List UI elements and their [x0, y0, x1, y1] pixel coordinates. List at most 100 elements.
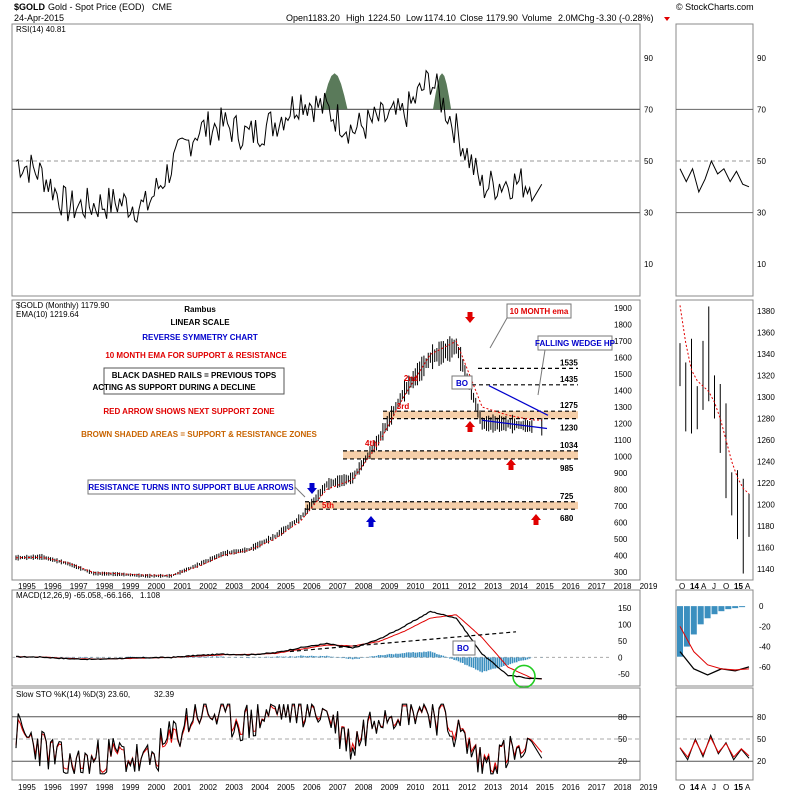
close-label: Close [460, 13, 483, 23]
price-tick-label: 500 [614, 535, 628, 544]
low-value: 1174.10 [424, 13, 456, 23]
price-year-label: 2003 [225, 582, 243, 591]
rails-note-box [103, 367, 285, 395]
zoom-price-tick: 1240 [757, 458, 775, 467]
price-year-label: 1996 [44, 582, 62, 591]
macd-panel [11, 589, 641, 687]
price-year-label: 2005 [277, 582, 295, 591]
zoom-macd-tick: -40 [759, 643, 771, 652]
high-label: High [346, 13, 365, 23]
change-label: Chg [578, 13, 595, 23]
up-arrow-icon [465, 421, 475, 432]
bottom-year-label: 2007 [329, 783, 347, 792]
arrow-note: RED ARROW SHOWS NEXT SUPPORT ZONE [103, 407, 275, 416]
rsi-tick-label: 90 [644, 54, 653, 63]
zoom-price-tick: 1360 [757, 328, 775, 337]
bottom-year-label: 2014 [510, 783, 528, 792]
macd-title: MACD(12,26,9) -65.058, [16, 591, 103, 600]
price-year-label: 1998 [96, 582, 114, 591]
price-tick-label: 600 [614, 518, 628, 527]
main-panels: RSI(14) 40.81 10 30 50 70 90 $GOLD (Monthly) 1… [11, 23, 658, 792]
close-value: 1179.90 [486, 13, 518, 23]
macd-tick-label: 100 [618, 621, 632, 630]
bottom-year-label: 1998 [96, 783, 114, 792]
touch-3rd-label: 3rd [397, 402, 410, 411]
zoom-rsi-tick: 10 [757, 260, 766, 269]
price-tick-label: 400 [614, 551, 628, 560]
zoom-price-tick: 1320 [757, 371, 775, 380]
price-title: $GOLD (Monthly) 1179.90 [16, 301, 110, 310]
zoom-price-tick: 1180 [757, 522, 775, 531]
up-arrow-icon [531, 514, 541, 525]
price-tick-label: 900 [614, 469, 628, 478]
zoom-bottom-tick: 14 [690, 783, 699, 792]
zoom-macd-hist-bar [725, 606, 732, 610]
bottom-year-label: 2003 [225, 783, 243, 792]
date: 24-Apr-2015 [14, 13, 64, 23]
price-panel [11, 299, 641, 581]
zoom-bottom-tick: 15 [734, 783, 743, 792]
zoom-price-tick: 1340 [757, 350, 775, 359]
macd-bo-box [452, 640, 476, 656]
macd-trend-line [289, 631, 517, 653]
low-label: Low [406, 13, 423, 23]
rails-note-line-2: ACTING AS SUPPORT DURING A DECLINE [92, 383, 256, 392]
price-year-label: 2019 [640, 582, 658, 591]
rail-value-label: 1435 [560, 375, 578, 384]
bottom-year-label: 2015 [536, 783, 554, 792]
volume-value: 2.0M [558, 13, 578, 23]
ema-callout-label: 10 MONTH ema [510, 307, 569, 316]
zoom-macd-hist-bar [718, 606, 725, 612]
up-arrow-icon [366, 516, 376, 527]
touch-4th-label: 4th [365, 439, 377, 448]
zoom-x-tick: 14 [690, 582, 699, 591]
sto-tick-label: 80 [618, 713, 627, 722]
macd-hist-value: 1.108 [140, 591, 161, 600]
zoom-sto-tick: 80 [757, 713, 766, 722]
rail-value-label: 1535 [560, 358, 578, 367]
zoom-x-tick: O [679, 582, 685, 591]
down-triangle-icon [664, 17, 670, 21]
rail-value-label: 1230 [560, 424, 578, 433]
blue-note: RESISTANCE TURNS INTO SUPPORT BLUE ARROW… [88, 483, 294, 492]
zoom-sto-d-line [679, 736, 750, 758]
zoom-bottom-tick: O [723, 783, 729, 792]
instrument-name: Gold - Spot Price (EOD) [48, 2, 145, 12]
price-tick-label: 1500 [614, 370, 632, 379]
price-year-label: 2000 [148, 582, 166, 591]
price-year-label: 2006 [303, 582, 321, 591]
zoom-x-tick: O [723, 582, 729, 591]
ema-callout-pointer [489, 317, 508, 349]
price-year-label: 2011 [432, 582, 450, 591]
zoom-price-tick: 1140 [757, 565, 775, 574]
zoom-bottom-tick: O [679, 783, 685, 792]
macd-cross-circle [512, 664, 536, 689]
symbol: $GOLD [14, 2, 46, 12]
scale-note: LINEAR SCALE [170, 318, 230, 327]
bottom-year-label: 2018 [614, 783, 632, 792]
ema-callout-box [506, 303, 572, 319]
zoom-ema-line [679, 305, 750, 495]
macd-bo-callout: BO [452, 640, 476, 656]
zoom-macd-hist-bar [683, 606, 690, 647]
zoom-rsi-tick: 70 [757, 105, 766, 114]
rsi-tick-label: 50 [644, 157, 653, 166]
zoom-x-tick: A [745, 582, 751, 591]
touch-5th-label: 5th [322, 501, 334, 510]
watermark: © StockCharts.com [676, 2, 754, 12]
blue-note-pointer [294, 486, 306, 498]
zoom-price-tick: 1300 [757, 393, 775, 402]
zoom-macd-signal-line [679, 626, 750, 671]
zoom-sto-tick: 50 [757, 735, 766, 744]
rail-value-label: 1275 [560, 401, 578, 410]
high-value: 1224.50 [368, 13, 401, 23]
annotations: Rambus LINEAR SCALE REVERSE SYMMETRY CHART… [81, 303, 616, 527]
price-tick-label: 1300 [614, 403, 632, 412]
sto-tick-label: 50 [618, 735, 627, 744]
bottom-year-label: 2001 [173, 783, 191, 792]
bottom-year-label: 1997 [70, 783, 88, 792]
price-tick-label: 1200 [614, 420, 632, 429]
zoom-macd-hist-bar [677, 606, 683, 657]
rail-value-label: 985 [560, 464, 574, 473]
rsi-title: RSI(14) 40.81 [16, 25, 66, 34]
